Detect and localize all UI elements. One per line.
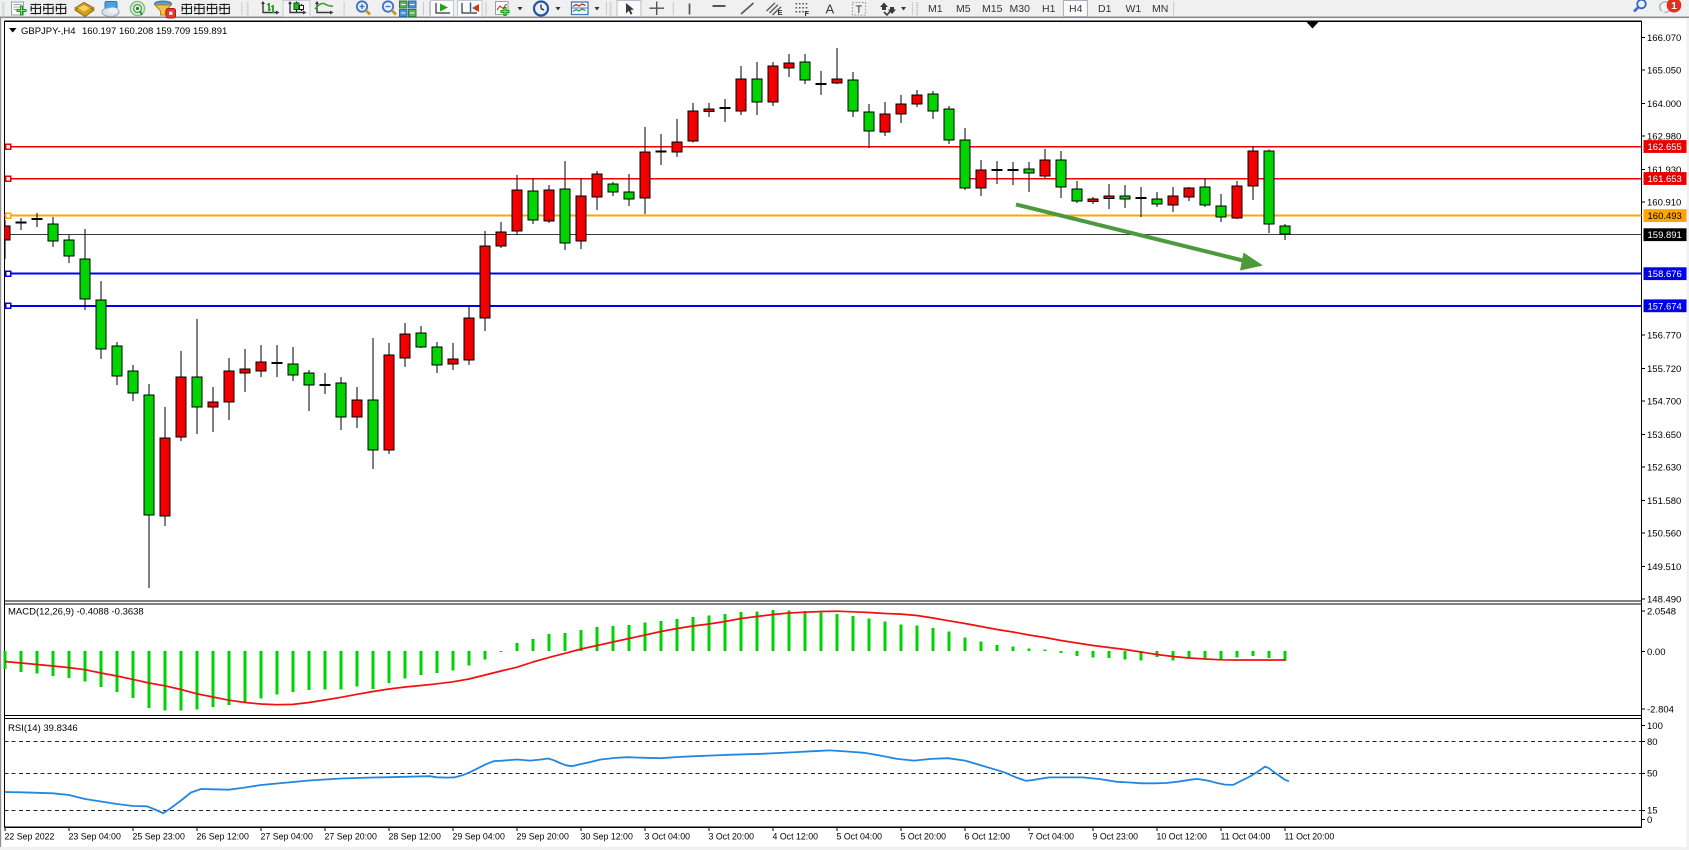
svg-text:0: 0 bbox=[1647, 815, 1652, 826]
svg-text:23 Sep 04:00: 23 Sep 04:00 bbox=[69, 832, 121, 842]
svg-text:2.0548: 2.0548 bbox=[1647, 606, 1676, 617]
svg-text:11 Oct 20:00: 11 Oct 20:00 bbox=[1285, 832, 1335, 842]
svg-text:161.653: 161.653 bbox=[1648, 174, 1682, 185]
svg-text:10 Oct 12:00: 10 Oct 12:00 bbox=[1157, 832, 1207, 842]
svg-text:0.00: 0.00 bbox=[1647, 647, 1666, 658]
svg-text:149.510: 149.510 bbox=[1647, 562, 1681, 573]
svg-text:100: 100 bbox=[1647, 721, 1663, 732]
svg-text:80: 80 bbox=[1647, 737, 1658, 748]
svg-text:RSI(14) 39.8346: RSI(14) 39.8346 bbox=[8, 723, 78, 734]
svg-text:M15: M15 bbox=[982, 3, 1003, 15]
svg-text:153.650: 153.650 bbox=[1647, 430, 1681, 441]
svg-text:M1: M1 bbox=[928, 3, 943, 15]
svg-text:W1: W1 bbox=[1126, 3, 1142, 15]
svg-text:160.493: 160.493 bbox=[1648, 211, 1682, 222]
svg-text:27 Sep 04:00: 27 Sep 04:00 bbox=[261, 832, 313, 842]
svg-text:15: 15 bbox=[1647, 806, 1658, 817]
svg-text:MACD(12,26,9) -0.4088 -0.3638: MACD(12,26,9) -0.4088 -0.3638 bbox=[8, 607, 144, 618]
svg-text:160.910: 160.910 bbox=[1647, 197, 1681, 208]
svg-text:151.580: 151.580 bbox=[1647, 496, 1681, 507]
svg-text:166.070: 166.070 bbox=[1647, 33, 1681, 44]
svg-text:9 Oct 23:00: 9 Oct 23:00 bbox=[1093, 832, 1139, 842]
svg-text:29 Sep 20:00: 29 Sep 20:00 bbox=[517, 832, 569, 842]
svg-text:5 Oct 04:00: 5 Oct 04:00 bbox=[837, 832, 883, 842]
svg-text:3 Oct 04:00: 3 Oct 04:00 bbox=[645, 832, 691, 842]
svg-text:3 Oct 20:00: 3 Oct 20:00 bbox=[709, 832, 755, 842]
svg-text:154.700: 154.700 bbox=[1647, 396, 1681, 407]
svg-text:7 Oct 04:00: 7 Oct 04:00 bbox=[1029, 832, 1075, 842]
svg-text:-2.804: -2.804 bbox=[1647, 704, 1674, 715]
svg-text:159.891: 159.891 bbox=[1648, 230, 1682, 241]
svg-text:11 Oct 04:00: 11 Oct 04:00 bbox=[1221, 832, 1271, 842]
svg-text:H1: H1 bbox=[1042, 3, 1056, 15]
svg-text:T: T bbox=[856, 4, 863, 16]
svg-text:29 Sep 04:00: 29 Sep 04:00 bbox=[453, 832, 505, 842]
svg-text:MN: MN bbox=[1152, 3, 1168, 15]
svg-text:150.560: 150.560 bbox=[1647, 528, 1681, 539]
svg-text:4 Oct 12:00: 4 Oct 12:00 bbox=[773, 832, 819, 842]
svg-text:GBPJPY-,H4: GBPJPY-,H4 bbox=[21, 26, 76, 37]
svg-text:155.720: 155.720 bbox=[1647, 364, 1681, 375]
svg-text:162.980: 162.980 bbox=[1647, 131, 1681, 142]
svg-text:E: E bbox=[778, 8, 783, 17]
svg-text:5 Oct 20:00: 5 Oct 20:00 bbox=[901, 832, 947, 842]
svg-text:M5: M5 bbox=[956, 3, 971, 15]
svg-text:164.000: 164.000 bbox=[1647, 99, 1681, 110]
svg-text:1: 1 bbox=[1671, 0, 1677, 12]
svg-text:27 Sep 20:00: 27 Sep 20:00 bbox=[325, 832, 377, 842]
svg-text:28 Sep 12:00: 28 Sep 12:00 bbox=[389, 832, 441, 842]
svg-text:161.930: 161.930 bbox=[1647, 165, 1681, 176]
svg-text:F: F bbox=[805, 9, 810, 18]
svg-text:H4: H4 bbox=[1069, 3, 1083, 15]
svg-text:6 Oct 12:00: 6 Oct 12:00 bbox=[965, 832, 1011, 842]
svg-text:162.655: 162.655 bbox=[1648, 142, 1682, 153]
svg-text:26 Sep 12:00: 26 Sep 12:00 bbox=[197, 832, 249, 842]
svg-text:160.197 160.208 159.709 159.89: 160.197 160.208 159.709 159.891 bbox=[82, 26, 227, 37]
svg-text:D1: D1 bbox=[1098, 3, 1112, 15]
svg-text:148.490: 148.490 bbox=[1647, 594, 1681, 605]
svg-text:158.676: 158.676 bbox=[1648, 269, 1682, 280]
svg-text:M30: M30 bbox=[1010, 3, 1031, 15]
svg-text:30 Sep 12:00: 30 Sep 12:00 bbox=[581, 832, 633, 842]
svg-text:25 Sep 23:00: 25 Sep 23:00 bbox=[133, 832, 185, 842]
svg-text:157.674: 157.674 bbox=[1648, 301, 1682, 312]
svg-text:50: 50 bbox=[1647, 769, 1658, 780]
svg-text:22 Sep 2022: 22 Sep 2022 bbox=[5, 832, 55, 842]
svg-text:152.630: 152.630 bbox=[1647, 462, 1681, 473]
svg-text:A: A bbox=[826, 2, 835, 17]
svg-text:165.050: 165.050 bbox=[1647, 65, 1681, 76]
svg-text:156.770: 156.770 bbox=[1647, 330, 1681, 341]
